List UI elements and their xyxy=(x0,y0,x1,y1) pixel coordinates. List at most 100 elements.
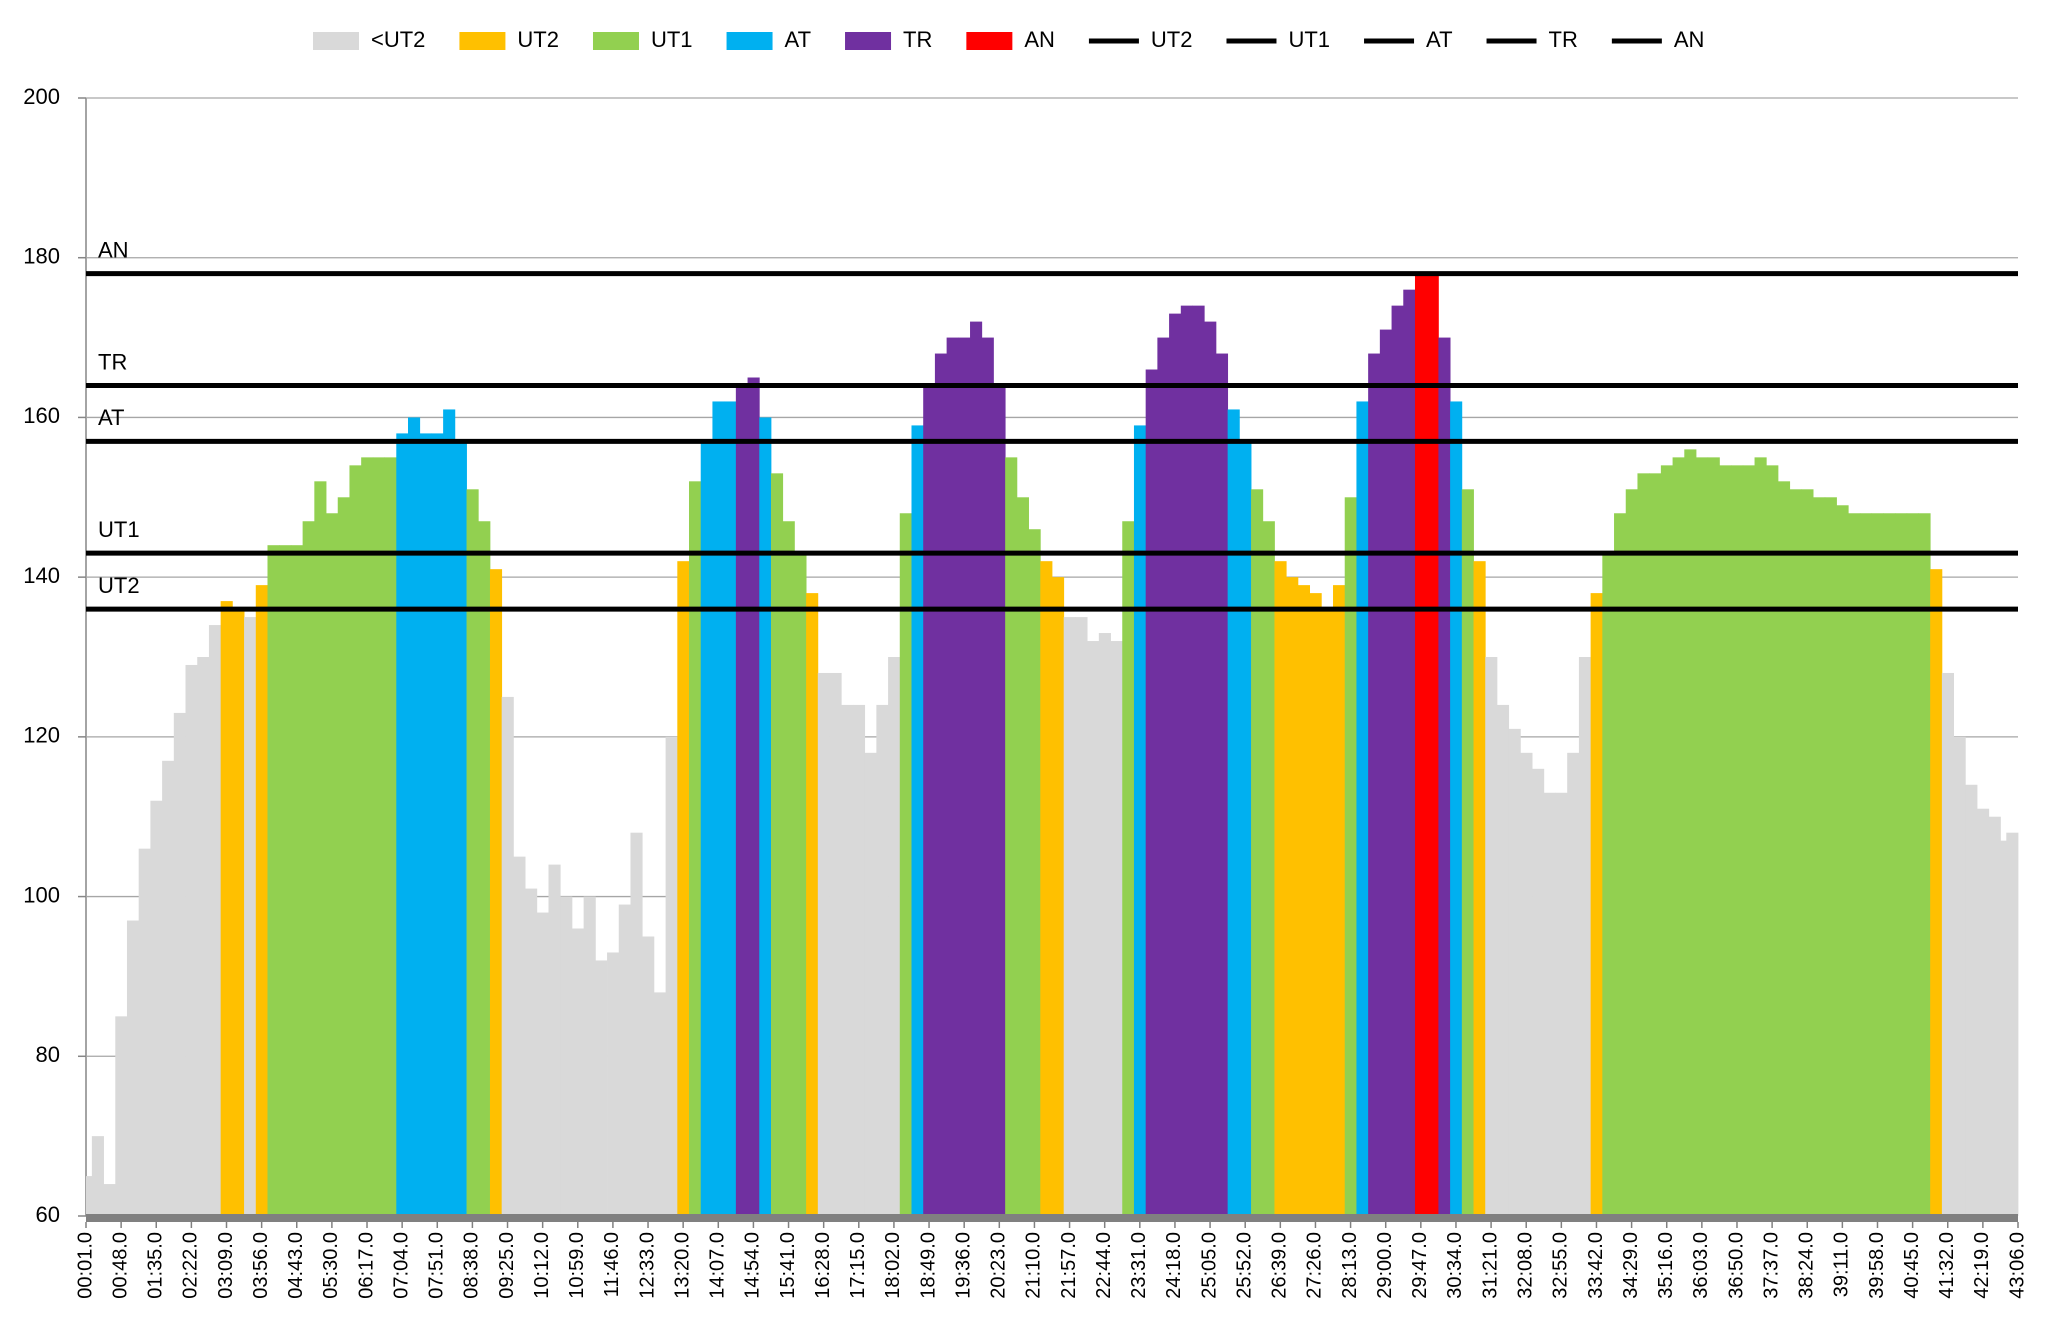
legend-label: AT xyxy=(1426,27,1452,52)
legend-label: UT1 xyxy=(1288,27,1330,52)
bar xyxy=(712,401,725,1216)
x-tick-label: 28:13.0 xyxy=(1339,1232,1361,1299)
bar xyxy=(1356,401,1369,1216)
bar xyxy=(361,457,374,1216)
bar xyxy=(478,521,491,1216)
legend-swatch xyxy=(966,32,1013,50)
x-tick-label: 26:39.0 xyxy=(1269,1232,1291,1299)
bar xyxy=(372,457,385,1216)
bar xyxy=(408,417,421,1216)
bar xyxy=(1403,289,1416,1217)
x-tick-label: 32:55.0 xyxy=(1550,1232,1572,1299)
threshold-label: UT1 xyxy=(98,517,140,542)
bar xyxy=(1379,329,1392,1217)
bar xyxy=(1578,657,1592,1216)
bar xyxy=(232,609,245,1216)
bar xyxy=(384,457,397,1216)
bar xyxy=(946,337,959,1217)
bar xyxy=(1532,768,1545,1216)
bar xyxy=(1286,577,1299,1216)
x-tick-label: 18:02.0 xyxy=(882,1232,904,1299)
bar xyxy=(1508,728,1521,1216)
x-tick-label: 43:06.0 xyxy=(2006,1232,2028,1299)
bar xyxy=(642,936,655,1216)
bar xyxy=(958,337,971,1217)
x-tick-label: 03:56.0 xyxy=(250,1232,272,1299)
x-axis xyxy=(86,1214,2018,1222)
x-tick-label: 10:12.0 xyxy=(531,1232,553,1299)
bar xyxy=(1485,657,1498,1216)
bar xyxy=(1028,529,1041,1216)
bar xyxy=(220,601,233,1216)
y-tick-label: 60 xyxy=(36,1202,60,1227)
bar xyxy=(700,441,713,1216)
bar xyxy=(1344,497,1357,1216)
bar xyxy=(162,760,175,1216)
legend-label: <UT2 xyxy=(371,27,425,52)
x-tick-label: 25:05.0 xyxy=(1198,1232,1220,1299)
bar xyxy=(1988,816,2001,1216)
bar xyxy=(1450,401,1463,1216)
x-tick-label: 33:42.0 xyxy=(1585,1232,1607,1299)
bar xyxy=(1438,337,1451,1217)
y-tick-label: 100 xyxy=(23,882,60,907)
x-tick-label: 01:35.0 xyxy=(145,1232,167,1299)
legend-label: AN xyxy=(1024,27,1055,52)
threshold-label: AN xyxy=(98,237,129,262)
bar xyxy=(911,425,924,1216)
bar xyxy=(1836,505,1849,1216)
x-tick-label: 07:04.0 xyxy=(390,1232,412,1299)
bar xyxy=(806,593,819,1216)
bar xyxy=(841,704,854,1216)
bar xyxy=(513,856,526,1216)
y-tick-label: 200 xyxy=(23,84,60,109)
x-tick-label: 35:16.0 xyxy=(1655,1232,1677,1299)
bar xyxy=(1965,784,1978,1216)
bar xyxy=(1684,449,1697,1216)
bar xyxy=(1040,561,1053,1216)
x-tick-label: 17:15.0 xyxy=(847,1232,869,1299)
y-tick-label: 140 xyxy=(23,563,60,588)
bar xyxy=(1087,641,1100,1216)
bar xyxy=(1227,409,1240,1216)
legend-label: UT1 xyxy=(651,27,693,52)
bar xyxy=(1602,553,1615,1216)
bar xyxy=(1180,305,1193,1217)
bar xyxy=(1941,672,1954,1216)
bar xyxy=(1063,617,1076,1216)
x-tick-label: 29:47.0 xyxy=(1409,1232,1431,1299)
bar xyxy=(91,1136,104,1216)
x-tick-label: 02:22.0 xyxy=(180,1232,202,1299)
bar xyxy=(618,904,631,1216)
bar xyxy=(1426,273,1439,1217)
legend-swatch xyxy=(845,32,892,50)
x-tick-label: 21:57.0 xyxy=(1058,1232,1080,1299)
bar xyxy=(255,585,268,1216)
bar xyxy=(1110,641,1123,1216)
x-tick-label: 34:29.0 xyxy=(1620,1232,1642,1299)
bar xyxy=(1333,585,1346,1216)
bar xyxy=(1906,513,1919,1216)
bar xyxy=(466,489,479,1216)
legend-swatch xyxy=(459,32,506,50)
bar xyxy=(1614,513,1627,1216)
bar xyxy=(244,617,257,1216)
x-tick-label: 37:37.0 xyxy=(1760,1232,1782,1299)
bar xyxy=(314,481,327,1216)
x-tick-label: 18:49.0 xyxy=(917,1232,939,1299)
legend-swatch xyxy=(313,32,359,50)
bar xyxy=(653,992,666,1216)
bar xyxy=(431,433,444,1216)
y-tick-label: 180 xyxy=(23,244,60,269)
legend-label: UT2 xyxy=(517,27,559,52)
legend-label: AN xyxy=(1674,27,1705,52)
bar xyxy=(817,672,830,1216)
bar xyxy=(1075,617,1088,1216)
x-tick-label: 24:18.0 xyxy=(1163,1232,1185,1299)
bar xyxy=(1052,577,1065,1216)
x-tick-label: 14:54.0 xyxy=(742,1232,764,1299)
bar xyxy=(1719,465,1732,1216)
bar xyxy=(689,481,702,1216)
bar xyxy=(1555,792,1568,1216)
x-tick-label: 30:34.0 xyxy=(1444,1232,1466,1299)
